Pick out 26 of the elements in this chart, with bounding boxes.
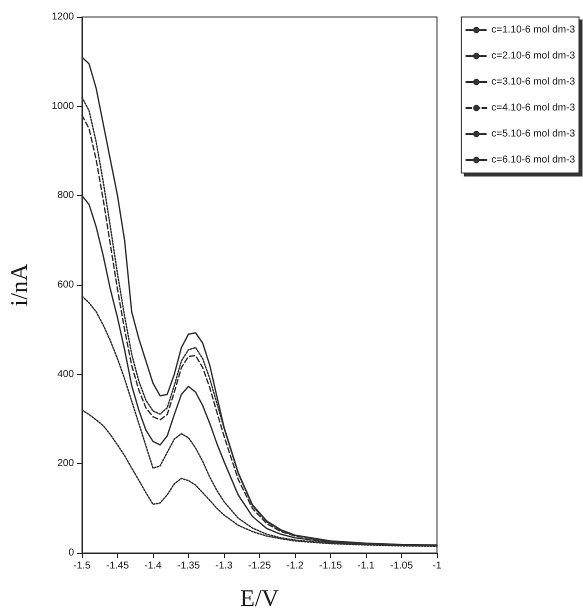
x-tick-label: -1.1 xyxy=(357,560,376,572)
legend-label: c=3.10-6 mol dm-3 xyxy=(491,76,576,88)
x-tick-label: -1.4 xyxy=(144,560,162,572)
x-tick-label: -1.35 xyxy=(177,560,200,572)
legend-label: c=6.10-6 mol dm-3 xyxy=(491,154,576,166)
y-tick-label: 1000 xyxy=(52,100,74,112)
legend-label: c=1.10-6 mol dm-3 xyxy=(491,24,576,36)
x-tick-label: -1.3 xyxy=(215,560,234,572)
y-tick-label: 400 xyxy=(57,368,74,380)
y-axis-title: i/nA xyxy=(7,263,33,306)
y-tick-label: 0 xyxy=(68,548,74,558)
x-tick-label: -1.2 xyxy=(286,560,304,572)
legend-label: c=2.10-6 mol dm-3 xyxy=(491,50,576,62)
x-axis-title: E/V xyxy=(240,586,280,612)
x-tick-label: -1.15 xyxy=(319,560,342,572)
legend-label: c=4.10-6 mol dm-3 xyxy=(491,102,576,114)
x-tick-label: -1 xyxy=(432,560,442,572)
x-tick-label: -1.5 xyxy=(73,560,92,572)
y-tick-label: 800 xyxy=(57,190,74,202)
x-tick-label: -1.05 xyxy=(390,560,414,572)
x-tick-label: -1.25 xyxy=(248,560,272,572)
y-tick-label: 200 xyxy=(57,458,74,470)
x-tick-label: -1.45 xyxy=(106,560,130,572)
y-tick-label: 1200 xyxy=(52,12,74,22)
legend-label: c=5.10-6 mol dm-3 xyxy=(491,128,576,140)
y-tick-label: 600 xyxy=(57,280,74,290)
